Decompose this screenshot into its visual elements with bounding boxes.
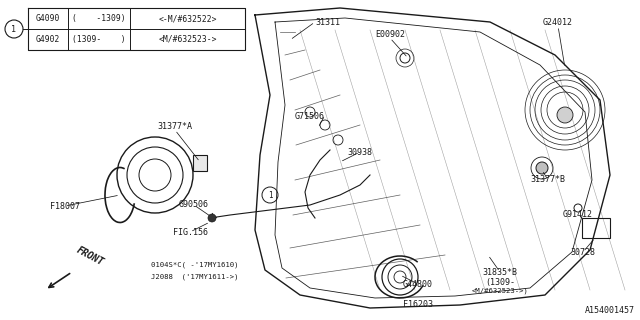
Text: 1: 1 bbox=[12, 25, 17, 34]
Text: (    -1309): ( -1309) bbox=[72, 14, 126, 23]
Text: FIG.156: FIG.156 bbox=[173, 228, 207, 237]
Circle shape bbox=[536, 162, 548, 174]
FancyBboxPatch shape bbox=[193, 155, 207, 171]
Text: G44800: G44800 bbox=[403, 280, 433, 289]
Text: <M/#632523->): <M/#632523->) bbox=[472, 288, 529, 294]
Circle shape bbox=[557, 107, 573, 123]
Text: G4902: G4902 bbox=[36, 35, 60, 44]
Text: 30938: 30938 bbox=[348, 148, 372, 157]
Text: 0104S*C( -'17MY1610): 0104S*C( -'17MY1610) bbox=[151, 262, 239, 268]
Text: 31377*A: 31377*A bbox=[157, 122, 193, 131]
Text: J2088  ('17MY1611->): J2088 ('17MY1611->) bbox=[151, 274, 239, 281]
Circle shape bbox=[208, 214, 216, 222]
Text: E00902: E00902 bbox=[375, 30, 405, 39]
Text: (1309-    ): (1309- ) bbox=[72, 35, 126, 44]
Text: F16203: F16203 bbox=[403, 300, 433, 309]
Text: <-M/#632522>: <-M/#632522> bbox=[158, 14, 217, 23]
Text: (1309-: (1309- bbox=[485, 278, 515, 287]
Text: G4090: G4090 bbox=[36, 14, 60, 23]
Text: 31835*B: 31835*B bbox=[483, 268, 518, 277]
Text: A154001457: A154001457 bbox=[585, 306, 635, 315]
Text: 31311: 31311 bbox=[315, 18, 340, 27]
Text: 31377*B: 31377*B bbox=[531, 175, 566, 184]
Text: 1: 1 bbox=[268, 190, 272, 199]
Text: G90506: G90506 bbox=[179, 200, 209, 209]
Text: <M/#632523->: <M/#632523-> bbox=[158, 35, 217, 44]
Text: F18007: F18007 bbox=[50, 202, 80, 211]
Text: G71506: G71506 bbox=[295, 112, 325, 121]
Text: 30728: 30728 bbox=[570, 248, 595, 257]
Text: G24012: G24012 bbox=[543, 18, 573, 27]
Text: FRONT: FRONT bbox=[75, 245, 106, 268]
Text: G91412: G91412 bbox=[563, 210, 593, 219]
